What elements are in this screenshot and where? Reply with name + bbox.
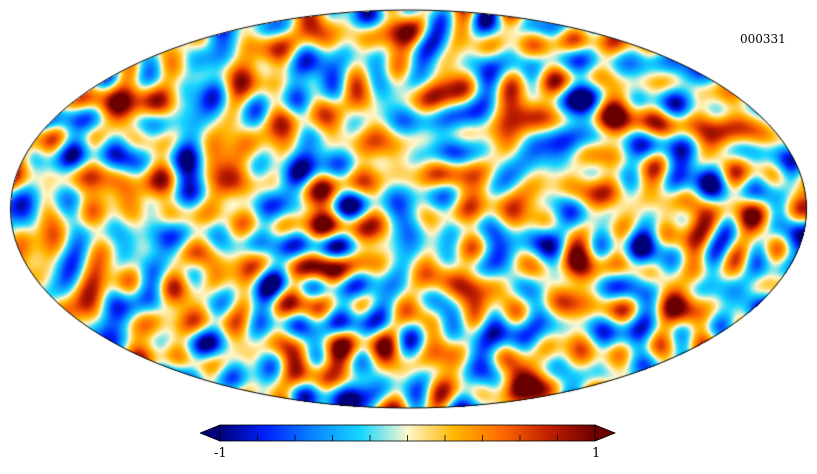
colorbar-min-arrow <box>200 424 221 442</box>
colorbar-max-label: 1 <box>592 446 601 461</box>
colorbar-ticks <box>219 435 596 441</box>
colorbar-min-label: -1 <box>214 446 227 461</box>
colorbar <box>200 424 617 442</box>
colorbar-max-arrow <box>594 424 617 442</box>
map-id-label: 000331 <box>740 32 786 46</box>
